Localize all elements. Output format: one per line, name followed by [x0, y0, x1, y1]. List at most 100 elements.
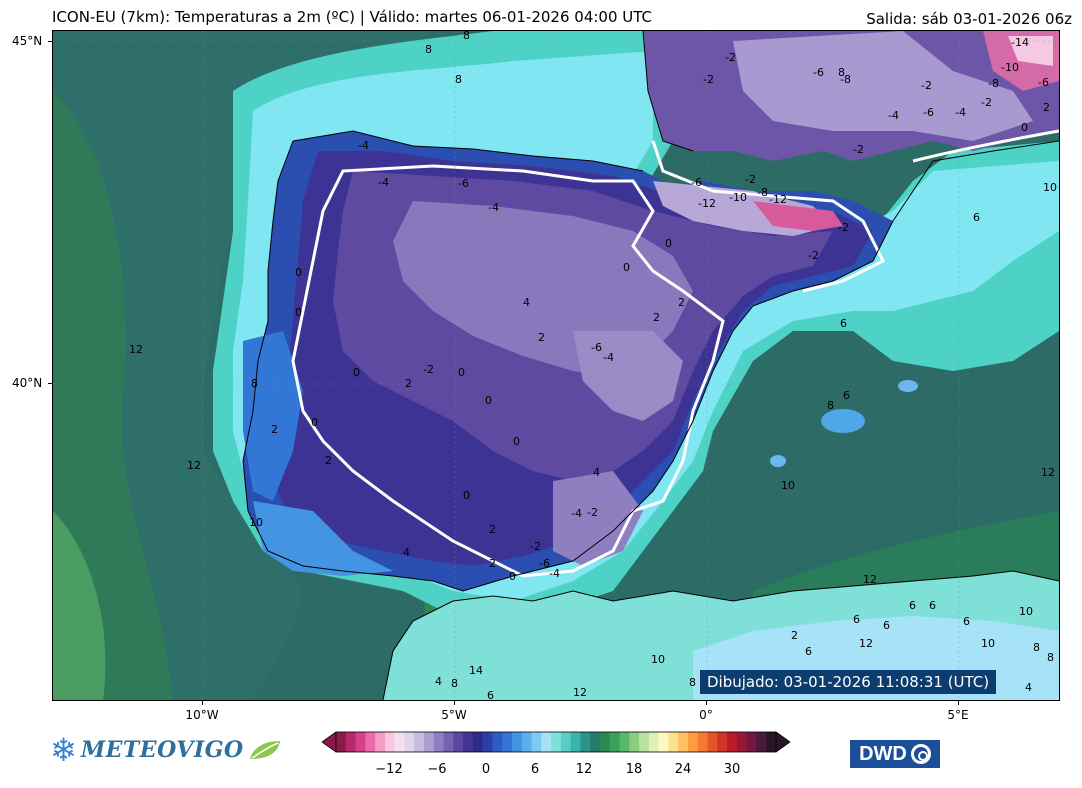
iso-label: 2 — [489, 523, 496, 536]
lat-label-40n: 40°N — [12, 376, 43, 390]
colorbar-swatch — [756, 732, 767, 752]
iso-label: 2 — [405, 377, 412, 390]
iso-label: 10 — [781, 479, 795, 492]
colorbar-swatch — [512, 732, 523, 752]
run-time: Salida: sáb 03-01-2026 06z — [866, 10, 1072, 28]
iso-label: 0 — [665, 237, 672, 250]
iso-label: -2 — [530, 540, 541, 553]
iso-label: -4 — [378, 176, 389, 189]
menorca — [898, 380, 918, 392]
colorbar-swatch — [551, 732, 562, 752]
iso-label: -6 — [539, 557, 550, 570]
iso-label: 2 — [325, 454, 332, 467]
iso-label: -8 — [840, 73, 851, 86]
iso-label: 2 — [271, 423, 278, 436]
iso-label: 12 — [859, 637, 873, 650]
colorbar-swatch — [688, 732, 699, 752]
iso-label: 2 — [489, 557, 496, 570]
colorbar-swatch — [502, 732, 513, 752]
lat-tick — [48, 383, 52, 384]
iso-label: 10 — [981, 637, 995, 650]
colorbar-swatch — [453, 732, 464, 752]
colorbar-swatch — [727, 732, 738, 752]
iso-label: 10 — [651, 653, 665, 666]
iso-label: -8 — [988, 77, 999, 90]
iso-label: 6 — [909, 599, 916, 612]
iso-label: 12 — [129, 343, 143, 356]
lon-label-5e: 5°E — [947, 708, 969, 722]
mallorca — [821, 409, 865, 433]
lon-label-0: 0° — [699, 708, 713, 722]
colorbar-swatch — [639, 732, 650, 752]
iso-label: 8 — [1033, 641, 1040, 654]
iso-label: 12 — [1041, 466, 1055, 479]
iso-label: 0 — [509, 570, 516, 583]
iso-label: 6 — [487, 689, 494, 700]
iso-label: 2 — [678, 296, 685, 309]
iso-label: 0 — [463, 489, 470, 502]
colorbar-swatch — [355, 732, 366, 752]
iso-label: 10 — [249, 516, 263, 529]
iso-label: 6 — [843, 389, 850, 402]
iso-label: -12 — [698, 197, 716, 210]
colorbar-swatch — [717, 732, 728, 752]
iso-label: 2 — [538, 331, 545, 344]
iso-label: 8 — [827, 399, 834, 412]
iso-label: -2 — [981, 96, 992, 109]
iso-label: 8 — [838, 66, 845, 79]
iso-label: -6 — [591, 341, 602, 354]
iso-label: 0 — [513, 435, 520, 448]
colorbar-swatch — [707, 732, 718, 752]
colorbar-tick: 12 — [575, 762, 593, 777]
colorbar-tick: 6 — [530, 762, 540, 777]
colorbar-swatch — [443, 732, 454, 752]
colorbar-tick: 18 — [625, 762, 643, 777]
colorbar-swatch — [590, 732, 601, 752]
iso-label: 2 — [791, 629, 798, 642]
lon-tick — [706, 701, 707, 705]
iso-label: 0 — [485, 394, 492, 407]
iso-label: 4 — [403, 546, 410, 559]
colorbar-swatch — [668, 732, 679, 752]
iso-label: 4 — [523, 296, 530, 309]
colorbar-swatch — [375, 732, 386, 752]
colorbar-swatch — [600, 732, 611, 752]
colorbar-swatch — [472, 732, 484, 752]
map-title: ICON-EU (7km): Temperaturas a 2m (ºC) | … — [52, 8, 653, 26]
iso-label: 6 — [929, 599, 936, 612]
iso-label: 0 — [311, 416, 318, 429]
iso-label: 8 — [251, 377, 258, 390]
iso-label: 8 — [451, 677, 458, 690]
iso-label: 2 — [653, 311, 660, 324]
iso-label: -2 — [838, 221, 849, 234]
iso-label: -2 — [921, 79, 932, 92]
iso-label: -2 — [703, 73, 714, 86]
colorbar-swatch — [433, 732, 445, 752]
iso-label: -4 — [888, 109, 899, 122]
colorbar-swatch — [482, 732, 493, 752]
iso-label: 6 — [853, 613, 860, 626]
snowflake-icon: ❄ — [50, 731, 77, 769]
colorbar-swatch — [521, 732, 533, 752]
iso-label: 6 — [840, 317, 847, 330]
colorbar-swatch — [619, 732, 630, 752]
iso-label: 12 — [863, 573, 877, 586]
iso-label: -6 — [923, 106, 934, 119]
iso-label: -10 — [729, 191, 747, 204]
drawn-timestamp: Dibujado: 03-01-2026 11:08:31 (UTC) — [700, 670, 997, 694]
meteovigo-wordmark: METEOVIGO — [80, 737, 244, 763]
iso-label: 0 — [295, 266, 302, 279]
iso-label: -2 — [808, 249, 819, 262]
lat-tick — [48, 41, 52, 42]
colorbar-swatch — [570, 732, 581, 752]
iso-label: -8 — [757, 186, 768, 199]
iso-label: 8 — [463, 31, 470, 42]
iso-label: 4 — [1025, 681, 1032, 694]
colorbar-swatch — [736, 732, 748, 752]
iso-label: -14 — [1011, 36, 1029, 49]
iso-label: 10 — [1019, 605, 1033, 618]
iso-label: -6 — [691, 176, 702, 189]
iso-label: 0 — [353, 366, 360, 379]
iso-label: -2 — [587, 506, 598, 519]
colorbar-swatch — [414, 732, 425, 752]
